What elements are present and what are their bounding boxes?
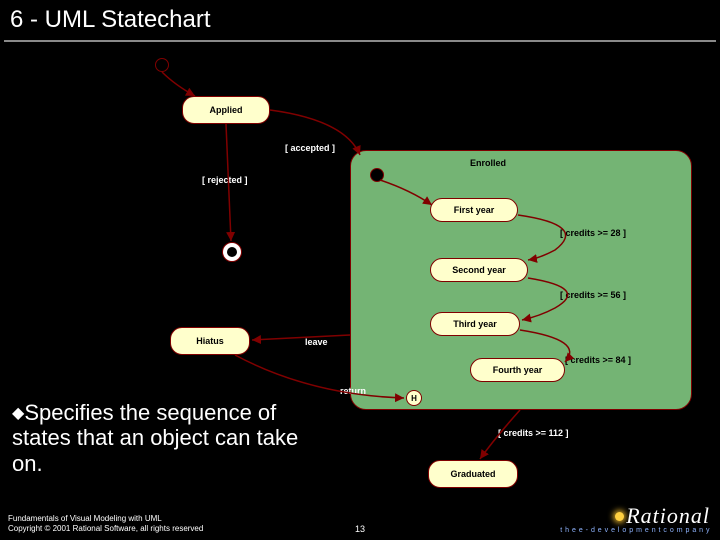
logo-text: Rational — [560, 503, 710, 529]
logo-tagline: t h e e - d e v e l o p m e n t c o m p … — [560, 527, 710, 534]
state-hiatus: Hiatus — [170, 327, 250, 355]
state-applied-label: Applied — [210, 105, 243, 115]
footer-line-2: Copyright © 2001 Rational Software, all … — [8, 524, 203, 534]
state-third-year: Third year — [430, 312, 520, 336]
state-second-year-label: Second year — [452, 265, 506, 275]
history-state-label: H — [411, 394, 417, 403]
state-second-year: Second year — [430, 258, 528, 282]
transition-accepted-label: [ accepted ] — [285, 143, 335, 153]
slide-bullet-text: Specifies the sequence of states that an… — [12, 400, 298, 476]
transition-return-label: return — [340, 386, 366, 396]
footer-line-1: Fundamentals of Visual Modeling with UML — [8, 514, 203, 524]
logo: Rational t h e e - d e v e l o p m e n t… — [560, 503, 710, 534]
logo-name: Rational — [626, 503, 710, 528]
initial-state-top — [155, 58, 169, 72]
page-number: 13 — [355, 524, 365, 534]
composite-enrolled-title: Enrolled — [470, 158, 506, 168]
transition-rejected-label: [ rejected ] — [202, 175, 248, 185]
transition-credits112-label: [ credits >= 112 ] — [498, 428, 569, 438]
transition-credits28-label: [ credits >= 28 ] — [560, 228, 626, 238]
slide-bullet: ◆Specifies the sequence of states that a… — [12, 400, 312, 476]
transition-leave-label: leave — [305, 337, 328, 347]
transition-credits84-label: [ credits >= 84 ] — [565, 355, 631, 365]
state-graduated: Graduated — [428, 460, 518, 488]
slide-title: 6 - UML Statechart — [10, 6, 211, 34]
state-hiatus-label: Hiatus — [196, 336, 224, 346]
state-third-year-label: Third year — [453, 319, 497, 329]
state-fourth-year: Fourth year — [470, 358, 565, 382]
state-applied: Applied — [182, 96, 270, 124]
initial-state-enrolled — [370, 168, 384, 182]
state-fourth-year-label: Fourth year — [493, 365, 543, 375]
state-first-year-label: First year — [454, 205, 495, 215]
state-first-year: First year — [430, 198, 518, 222]
state-graduated-label: Graduated — [450, 469, 495, 479]
final-state-rejected — [222, 242, 242, 262]
logo-dot-icon — [615, 512, 624, 521]
bullet-icon: ◆ — [12, 405, 24, 422]
history-state: H — [406, 390, 422, 406]
slide-footer: Fundamentals of Visual Modeling with UML… — [8, 514, 203, 534]
transition-credits56-label: [ credits >= 56 ] — [560, 290, 626, 300]
title-underline — [4, 40, 716, 42]
